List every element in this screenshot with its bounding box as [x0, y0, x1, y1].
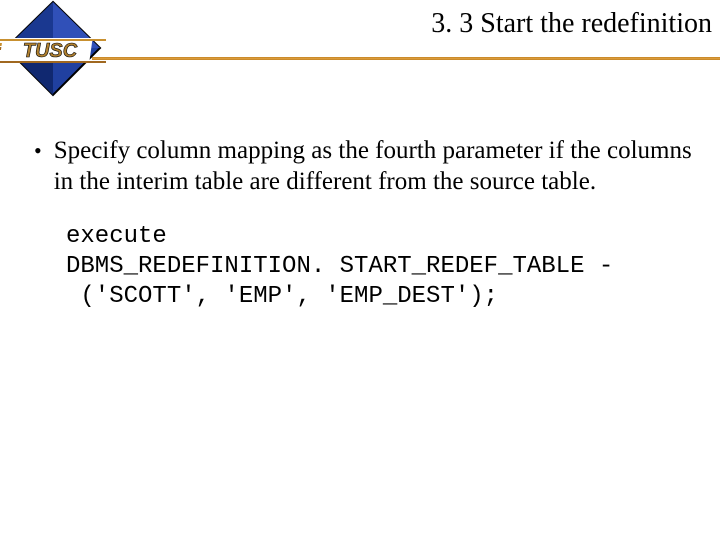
bullet-marker: • — [34, 135, 42, 167]
logo-text: TUSC — [23, 40, 78, 62]
content-area: • Specify column mapping as the fourth p… — [30, 135, 708, 312]
code-line: DBMS_REDEFINITION. START_REDEF_TABLE - — [66, 253, 613, 280]
tusc-logo: TUSC — [0, 0, 110, 110]
bullet-item: • Specify column mapping as the fourth p… — [30, 135, 708, 198]
code-line: execute — [66, 223, 167, 250]
code-block: execute DBMS_REDEFINITION. START_REDEF_T… — [66, 222, 708, 312]
header: TUSC 3. 3 Start the redefinition — [0, 0, 720, 90]
code-line: ('SCOTT', 'EMP', 'EMP_DEST'); — [66, 283, 498, 310]
bullet-text: Specify column mapping as the fourth par… — [54, 135, 708, 198]
title-underline — [92, 57, 720, 60]
page-title: 3. 3 Start the redefinition — [431, 8, 712, 40]
